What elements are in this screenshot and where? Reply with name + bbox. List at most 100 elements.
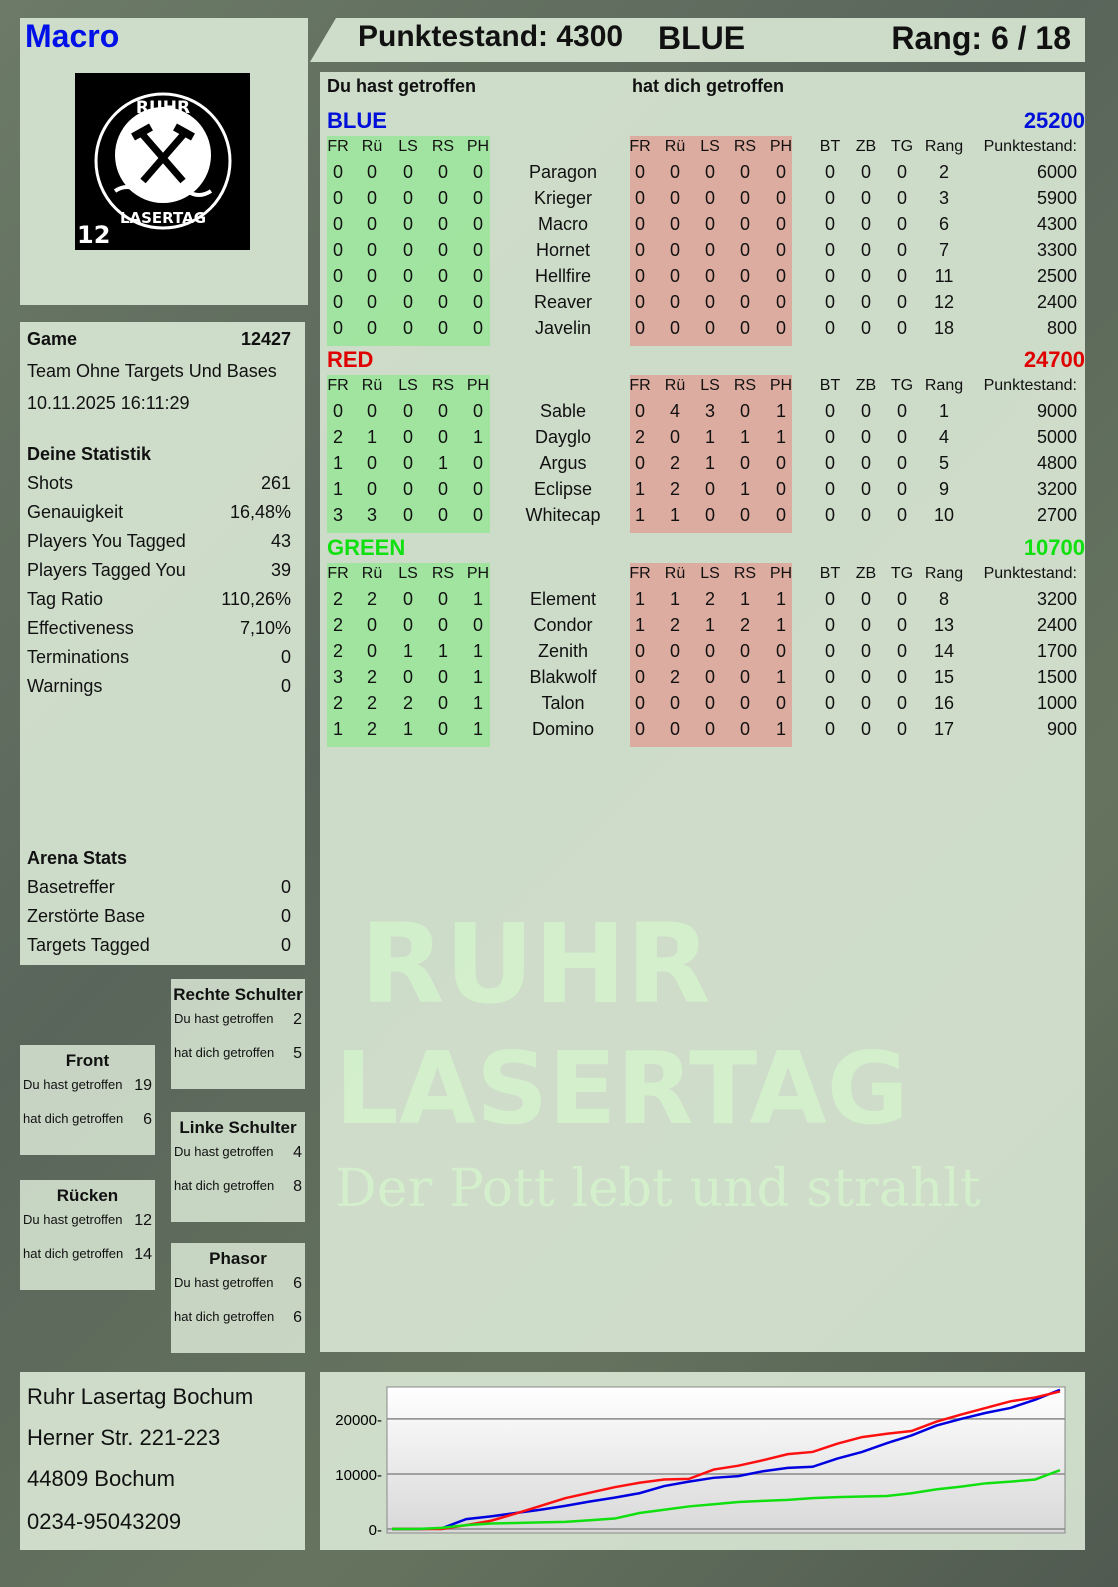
column-header: Rü [361,377,383,394]
zone-value: 14 [134,1246,152,1263]
you-hit-heading: Du hast getroffen [327,76,477,96]
hit-you-cell: 0 [775,214,786,234]
hit-you-cell: 0 [634,453,645,473]
extra-cell: 0 [824,589,835,609]
extra-cell: 2 [938,162,949,182]
zone-value: 12 [134,1212,152,1229]
zone-title: Phasor [209,1249,267,1268]
zone-hit-you-row: hat dich getroffen 5 [174,1045,302,1063]
hit-zone-box: Rücken Du hast getroffen 12 hat dich getrof… [20,1180,155,1290]
hit-you-cell: 1 [739,479,750,499]
hit-you-cell: 0 [704,240,715,260]
game-label: Game [27,329,78,349]
zone-value: 5 [293,1045,302,1062]
team-score: 10700 [1023,535,1085,560]
you-hit-cell: 2 [332,615,343,635]
column-header: RS [733,138,757,155]
column-header: LS [700,377,720,394]
zone-label: Du hast getroffen [23,1077,123,1092]
you-hit-cell: 0 [332,188,343,208]
you-hit-cell: 0 [437,719,448,739]
hit-you-cell: 0 [739,667,750,687]
hit-you-block [630,563,792,747]
hit-you-cell: 0 [739,318,750,338]
you-hit-cell: 3 [332,505,343,525]
you-hit-cell: 1 [472,641,483,661]
extra-cell: 0 [860,401,871,421]
column-header: PH [769,565,793,582]
player-name: Paragon [528,162,598,182]
hit-you-cell: 0 [775,162,786,182]
hit-you-cell: 0 [739,719,750,739]
column-header: LS [398,138,418,155]
you-hit-cell: 0 [366,318,377,338]
hit-you-cell: 0 [669,266,680,286]
extra-cell: 11 [934,266,954,286]
extra-cell: 0 [896,318,907,338]
player-points: 2400 [1036,615,1077,635]
player-name: Condor [533,615,593,635]
stat-label: Genauigkeit [27,502,124,522]
hit-you-cell: 0 [669,641,680,661]
game-datetime: 10.11.2025 16:11:29 [27,393,291,414]
hit-you-cell: 0 [704,266,715,286]
game-datetime-text: 10.11.2025 16:11:29 [27,393,190,413]
extra-cell: 0 [824,318,835,338]
you-hit-cell: 0 [332,292,343,312]
hit-you-cell: 0 [775,188,786,208]
you-hit-cell: 0 [472,615,483,635]
you-hit-cell: 0 [332,266,343,286]
column-header: FR [327,377,349,394]
arena-value: 0 [280,906,291,926]
you-hit-cell: 0 [437,505,448,525]
game-row: Game 12427 [27,329,291,350]
arena-row: Targets Tagged 0 [27,935,291,956]
you-hit-block [327,136,490,346]
you-hit-cell: 1 [332,719,343,739]
stat-label: Terminations [27,647,130,667]
you-hit-cell: 0 [437,479,448,499]
hit-you-cell: 2 [704,589,715,609]
hit-you-cell: 0 [669,162,680,182]
player-name: Krieger [533,188,593,208]
extra-cell: 0 [824,266,835,286]
you-hit-cell: 0 [437,214,448,234]
you-hit-cell: 0 [437,401,448,421]
you-hit-cell: 0 [402,427,413,447]
extra-cell: 15 [933,667,955,687]
you-hit-cell: 0 [366,615,377,635]
player-name: Whitecap [525,505,601,525]
column-header: PH [769,138,793,155]
you-hit-cell: 0 [402,589,413,609]
extra-cell: 0 [896,641,907,661]
arena-row: Basetreffer 0 [27,877,291,898]
column-header: Punktestand: [983,138,1077,155]
you-hit-cell: 0 [332,318,343,338]
zone-hit-you-row: hat dich getroffen 14 [23,1246,152,1264]
stat-row: Players You Tagged 43 [27,531,291,552]
hit-you-cell: 0 [739,188,750,208]
series-line-2 [392,1468,1061,1531]
extra-cell: 1 [938,401,949,421]
you-hit-cell: 0 [472,505,483,525]
you-hit-cell: 2 [366,589,377,609]
column-header: FR [327,565,349,582]
hit-you-cell: 1 [775,401,786,421]
hit-you-cell: 0 [704,318,715,338]
stats-panel [20,322,305,965]
svg-text:RUHR: RUHR [136,98,190,118]
column-header: Rü [664,377,686,394]
extra-cell: 0 [896,240,907,260]
hit-you-cell: 1 [739,427,750,447]
hit-you-cell: 0 [739,214,750,234]
venue-name: Ruhr Lasertag Bochum [27,1384,254,1409]
hit-you-cell: 0 [634,188,645,208]
hit-you-cell: 0 [634,719,645,739]
stat-row: Players Tagged You 39 [27,560,291,581]
extra-cell: 16 [933,693,955,713]
column-header: Punktestand: [983,377,1077,394]
column-header: FR [629,565,651,582]
hit-you-heading: hat dich getroffen [632,76,784,96]
arena-label: Basetreffer [27,877,115,897]
zone-hit-you-row: hat dich getroffen 8 [174,1178,302,1196]
